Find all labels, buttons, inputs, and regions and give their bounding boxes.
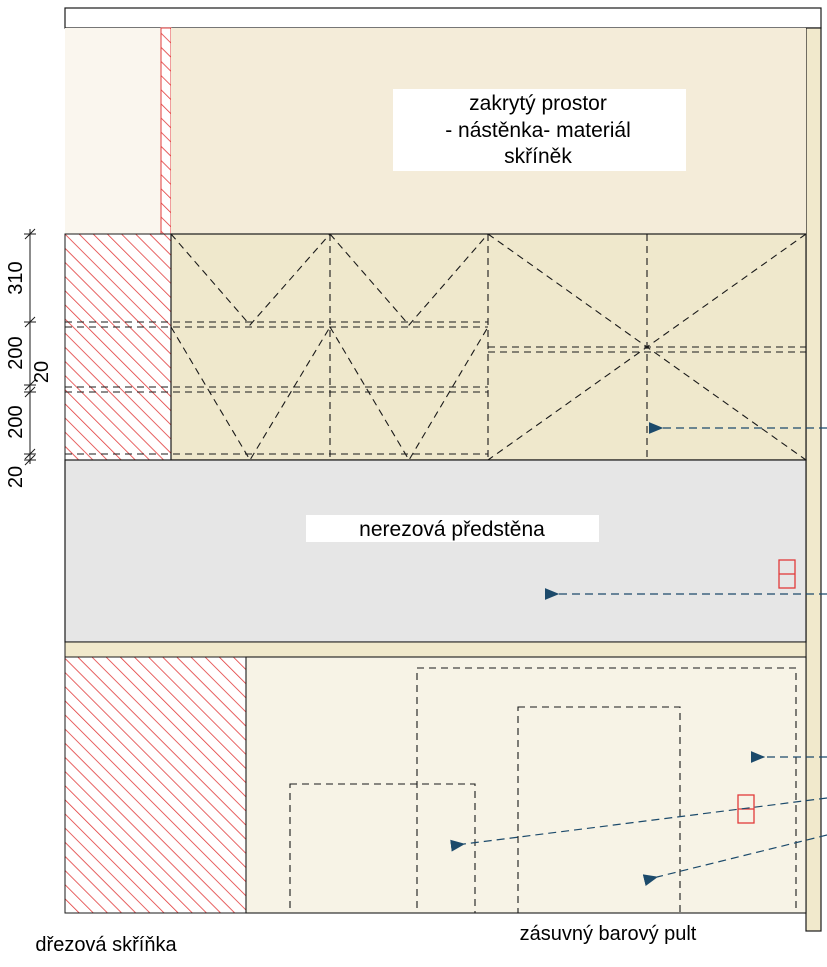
covered-space-line2: - nástěnka- materiál	[445, 119, 631, 142]
stainless-wall	[64, 459, 807, 643]
covered-space-label-box	[393, 89, 686, 171]
hatched-wall-block	[64, 233, 172, 461]
arrows	[450, 422, 827, 886]
base-strip	[64, 641, 807, 658]
upper-left-panel	[65, 28, 161, 234]
dim-200-upper: 200	[5, 336, 27, 369]
arrow-4	[450, 797, 827, 852]
right-wall	[805, 27, 822, 932]
dim-20-upper: 20	[31, 361, 53, 383]
arrow-5	[642, 834, 827, 886]
dim-310: 310	[5, 261, 27, 294]
bar-counter-label: zásuvný barový pult	[520, 923, 697, 945]
sink-cabinet-hatch	[64, 656, 247, 914]
lower-counter-area	[245, 656, 807, 914]
cabinet-door-lines	[65, 233, 807, 462]
top-strip	[64, 7, 822, 29]
hatched-divider	[160, 27, 172, 235]
dim-200-lower: 200	[5, 405, 27, 438]
bar-counter-outlines	[289, 667, 797, 914]
dimension-chain	[24, 228, 36, 466]
covered-space-line1: zakrytý prostor	[469, 92, 607, 115]
stainless-label: nerezová předstěna	[359, 518, 545, 541]
covered-space-line3: skříněk	[504, 145, 572, 168]
stainless-label-box	[306, 515, 599, 542]
dim-20-lower: 20	[5, 466, 27, 488]
sink-cabinet-label: dřezová skříňka	[35, 934, 177, 956]
